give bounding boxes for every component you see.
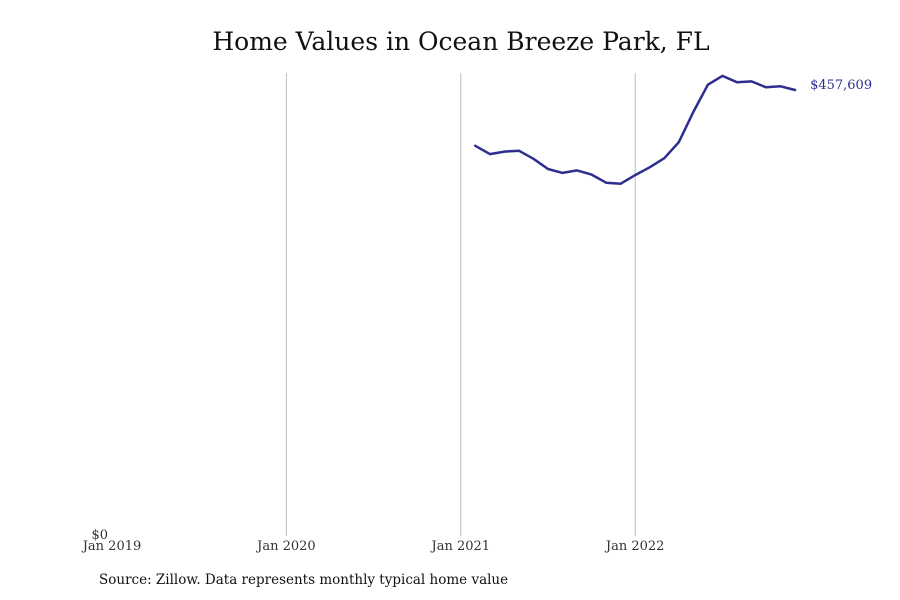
x-tick-label: Jan 2022 <box>604 539 665 554</box>
source-note: Source: Zillow. Data represents monthly … <box>99 572 509 588</box>
y-tick-label: $0 <box>91 528 108 543</box>
x-tick-label: Jan 2020 <box>255 539 316 554</box>
chart-title: Home Values in Ocean Breeze Park, FL <box>212 27 710 56</box>
end-value-label: $457,609 <box>810 78 872 93</box>
x-tick-label: Jan 2019 <box>81 539 142 554</box>
series-line <box>474 74 797 185</box>
x-tick-label: Jan 2021 <box>430 539 491 554</box>
